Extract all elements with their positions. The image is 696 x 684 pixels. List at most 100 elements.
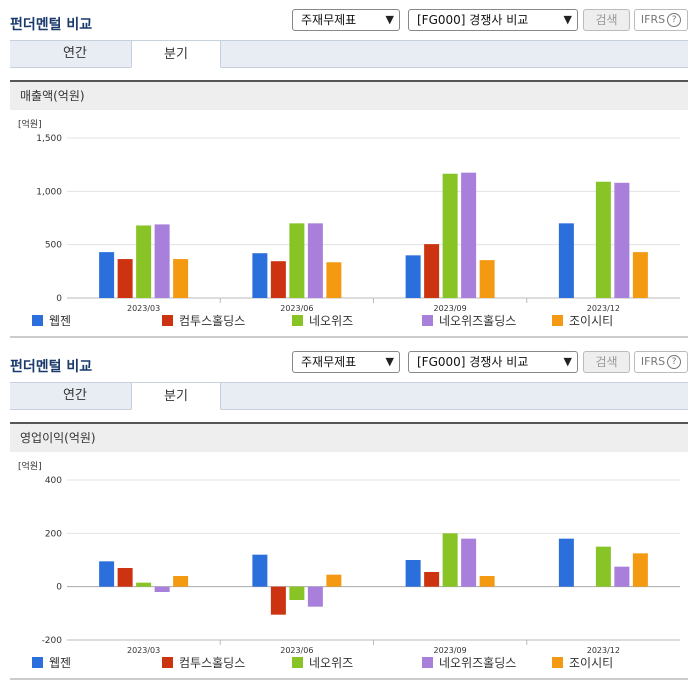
bar[interactable] <box>461 172 477 298</box>
section-title: 펀더멘털 비교 <box>10 359 93 375</box>
operating-income-bar-chart: [억원] -200 0 200 400 2023/03 2023/06 2023/09 2023… <box>18 460 680 654</box>
statement-type-select[interactable]: 주재무제표 ▼ <box>292 351 400 373</box>
legend-item[interactable]: 네오위즈홀딩스 <box>422 655 516 671</box>
bar[interactable] <box>595 546 611 587</box>
legend-item[interactable]: 조이시티 <box>552 655 613 671</box>
statement-type-select[interactable]: 주재무제표 ▼ <box>292 9 400 31</box>
bar[interactable] <box>252 253 268 298</box>
legend-swatch <box>292 657 303 668</box>
bar[interactable] <box>405 255 421 298</box>
legend-label: 조이시티 <box>569 656 614 670</box>
ifrs-label: IFRS <box>640 13 666 26</box>
ifrs-help-button[interactable]: IFRS? <box>634 351 688 373</box>
legend-item[interactable]: 웹젠 <box>32 655 71 671</box>
bar[interactable] <box>558 223 574 298</box>
x-tick-label: 2023/03 <box>127 304 160 312</box>
period-tabs: 연간 분기 <box>10 40 688 68</box>
bar[interactable] <box>173 576 189 587</box>
x-tick-label: 2023/03 <box>127 646 160 654</box>
bar[interactable] <box>595 181 611 298</box>
chart-legend: 웹젠 컴투스홀딩스 네오위즈 네오위즈홀딩스 조이시티 <box>32 655 672 671</box>
bar[interactable] <box>252 554 268 587</box>
x-tick-label: 2023/09 <box>434 304 467 312</box>
bar[interactable] <box>614 182 630 298</box>
bar[interactable] <box>558 538 574 587</box>
bar[interactable] <box>307 586 323 607</box>
bar[interactable] <box>424 244 440 298</box>
statement-type-value: 주재무제표 <box>301 13 357 27</box>
bar[interactable] <box>289 586 305 600</box>
x-tick-label: 2023/12 <box>587 646 620 654</box>
bar[interactable] <box>99 252 115 298</box>
bar[interactable] <box>632 252 648 298</box>
tab-quarterly[interactable]: 분기 <box>131 40 221 68</box>
chart-panel-title: 매출액(억원) <box>10 80 688 110</box>
legend-item[interactable]: 조이시티 <box>552 313 613 329</box>
statement-type-value: 주재무제표 <box>301 355 357 369</box>
bar[interactable] <box>442 533 458 587</box>
bar[interactable] <box>326 262 342 298</box>
search-button[interactable]: 검색 <box>583 9 630 31</box>
peer-group-select[interactable]: [FG000] 경쟁사 비교 ▼ <box>408 351 578 373</box>
bar[interactable] <box>461 538 477 587</box>
y-tick-label: 400 <box>45 476 62 486</box>
peer-group-value: [FG000] 경쟁사 비교 <box>417 355 529 369</box>
bar[interactable] <box>270 586 286 615</box>
fundamental-section-revenue: 펀더멘털 비교 주재무제표 ▼ [FG000] 경쟁사 비교 ▼ 검색 IFRS… <box>10 9 688 338</box>
legend-item[interactable]: 웹젠 <box>32 313 71 329</box>
legend-item[interactable]: 네오위즈홀딩스 <box>422 313 516 329</box>
legend-item[interactable]: 네오위즈 <box>292 655 353 671</box>
legend-swatch <box>162 315 173 326</box>
bar[interactable] <box>614 566 630 587</box>
bar[interactable] <box>326 574 342 587</box>
bar[interactable] <box>154 586 170 592</box>
legend-label: 조이시티 <box>569 314 614 328</box>
bar[interactable] <box>117 259 133 298</box>
legend-swatch <box>422 657 433 668</box>
y-tick-label: 1,500 <box>36 134 62 144</box>
chart-legend: 웹젠 컴투스홀딩스 네오위즈 네오위즈홀딩스 조이시티 <box>32 313 672 329</box>
search-button[interactable]: 검색 <box>583 351 630 373</box>
chart-panel-title: 영업이익(억원) <box>10 422 688 452</box>
legend-swatch <box>422 315 433 326</box>
bar[interactable] <box>479 576 495 587</box>
tab-annual[interactable]: 연간 <box>63 46 87 61</box>
bar[interactable] <box>307 223 323 298</box>
ifrs-help-button[interactable]: IFRS? <box>634 9 688 31</box>
bar[interactable] <box>270 261 286 298</box>
legend-swatch <box>292 315 303 326</box>
y-tick-label: 200 <box>45 529 62 539</box>
legend-label: 웹젠 <box>49 314 72 328</box>
legend-item[interactable]: 컴투스홀딩스 <box>162 313 245 329</box>
bar[interactable] <box>173 259 189 298</box>
legend-swatch <box>162 657 173 668</box>
bar[interactable] <box>424 572 440 587</box>
tab-annual[interactable]: 연간 <box>63 388 87 403</box>
y-tick-label: 0 <box>56 294 62 304</box>
legend-swatch <box>552 315 563 326</box>
bar[interactable] <box>442 173 458 298</box>
chevron-down-icon: ▼ <box>563 13 572 26</box>
bar[interactable] <box>479 260 495 298</box>
tab-quarterly[interactable]: 분기 <box>131 382 221 410</box>
legend-item[interactable]: 네오위즈 <box>292 313 353 329</box>
bar[interactable] <box>136 225 152 298</box>
bar[interactable] <box>117 568 133 587</box>
bar[interactable] <box>154 224 170 298</box>
bar[interactable] <box>632 553 648 587</box>
bar[interactable] <box>289 223 305 298</box>
y-tick-label: 0 <box>56 583 62 593</box>
legend-item[interactable]: 컴투스홀딩스 <box>162 655 245 671</box>
legend-label: 컴투스홀딩스 <box>179 656 246 670</box>
bar[interactable] <box>136 582 152 587</box>
bar[interactable] <box>405 560 421 587</box>
unit-label: [억원] <box>18 118 42 130</box>
x-tick-label: 2023/09 <box>434 646 467 654</box>
legend-label: 컴투스홀딩스 <box>179 314 246 328</box>
legend-label: 네오위즈홀딩스 <box>439 314 517 328</box>
help-icon: ? <box>667 355 682 369</box>
peer-group-select[interactable]: [FG000] 경쟁사 비교 ▼ <box>408 9 578 31</box>
legend-label: 네오위즈 <box>309 656 354 670</box>
bar[interactable] <box>99 561 115 587</box>
help-icon: ? <box>667 13 682 27</box>
